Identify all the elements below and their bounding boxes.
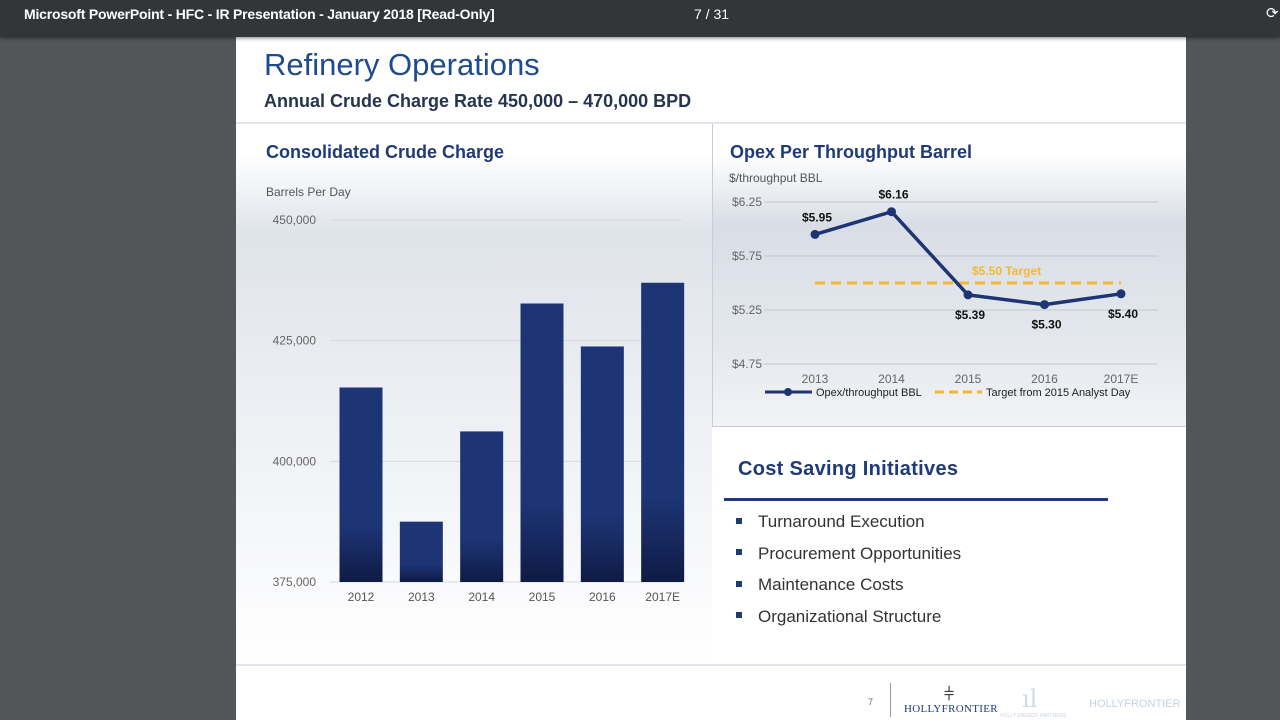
rotate-icon[interactable]: ⟳ [1266,5,1279,22]
x-tick-label: 2012 [348,590,375,604]
x-tick-label: 2016 [1031,372,1058,386]
list-item: Organizational Structure [732,607,961,639]
bullet-icon [736,580,742,587]
cost-saving-title: Cost Saving Initiatives [738,458,959,480]
x-tick-label: 2015 [955,372,982,386]
logo-text: HOLLYFRONTIER [904,703,998,715]
y-axis-label: Barrels Per Day [266,185,351,199]
y-tick-label: 375,000 [273,575,317,589]
page-indicator[interactable]: 7 / 31 [694,6,730,22]
x-tick-label: 2014 [468,590,495,604]
data-point [963,290,973,300]
viewer-toolbar: Microsoft PowerPoint - HFC - IR Presenta… [0,0,1280,37]
y-tick-label: $4.75 [732,357,762,371]
hep-logo-icon: ıl [1022,685,1038,713]
y-tick-label: 450,000 [273,213,317,227]
data-label: $5.40 [1108,307,1138,321]
document-title: Microsoft PowerPoint - HFC - IR Presenta… [24,6,495,22]
y-tick-label: $6.25 [732,195,762,209]
hf-logo-mark-icon: ⫩ [943,684,955,705]
bullet-icon [736,612,742,619]
opex-title: Opex Per Throughput Barrel [730,142,973,162]
footer-divider [236,664,1186,666]
opex-line-chart: $/throughput BBL $6.25 $5.75 $5.25 $4.75 2013… [729,171,1158,399]
slide-page: Refinery Operations Annual Crude Charge … [236,37,1186,720]
bar [460,431,504,582]
data-label: $5.30 [1031,318,1061,332]
header-divider [236,122,1186,124]
slide-subtitle: Annual Crude Charge Rate 450,000 – 470,0… [264,91,692,111]
bullet-icon [736,517,742,524]
crude-charge-title: Consolidated Crude Charge [266,142,505,162]
data-point [810,229,820,239]
bar [641,282,685,582]
bar [399,521,443,582]
y-tick-label: 425,000 [273,334,317,348]
hollyfrontier-watermark-logo: HOLLYFRONTIER [1089,698,1181,710]
bullet-icon [736,549,742,556]
legend-label: Target from 2015 Analyst Day [986,387,1131,399]
hep-logo-text: HOLLY ENERGY PARTNERS [1000,713,1067,719]
data-label: $6.16 [878,188,908,202]
legend-label: Opex/throughput BBL [816,387,922,399]
x-tick-label: 2015 [529,590,556,604]
x-tick-label: 2017E [1104,372,1139,386]
x-tick-label: 2014 [878,372,905,386]
y-tick-label: $5.75 [732,249,762,263]
data-point [887,207,896,217]
data-label: $5.39 [955,308,985,322]
legend-marker [784,388,792,396]
list-item: Turnaround Execution [732,512,961,544]
list-item: Maintenance Costs [732,575,961,607]
y-axis-label: $/throughput BBL [729,171,823,185]
data-point [1040,300,1049,310]
x-tick-label: 2013 [408,590,435,604]
y-tick-label: 400,000 [273,454,317,468]
slide-page-number: 7 [868,697,874,707]
footer-separator [890,683,891,717]
crude-charge-bar-chart: Barrels Per Day 450,000 425,000 400,000 375,… [266,185,685,604]
bar [520,303,564,582]
data-label: $5.95 [802,210,832,224]
bar [580,346,624,582]
x-tick-label: 2016 [589,590,616,604]
y-tick-label: $5.25 [732,303,762,317]
list-item: Procurement Opportunities [732,544,961,576]
cost-saving-list: Turnaround Execution Procurement Opportu… [732,512,961,638]
x-tick-label: 2017E [645,590,680,604]
cost-saving-underline [724,498,1108,501]
hollyfrontier-logo: ⫩ HOLLYFRONTIER [904,684,998,716]
x-tick-label: 2013 [802,372,829,386]
slide-title: Refinery Operations [264,47,540,82]
target-label: $5.50 Target [972,264,1041,278]
data-point [1116,289,1126,299]
bar [339,387,383,582]
